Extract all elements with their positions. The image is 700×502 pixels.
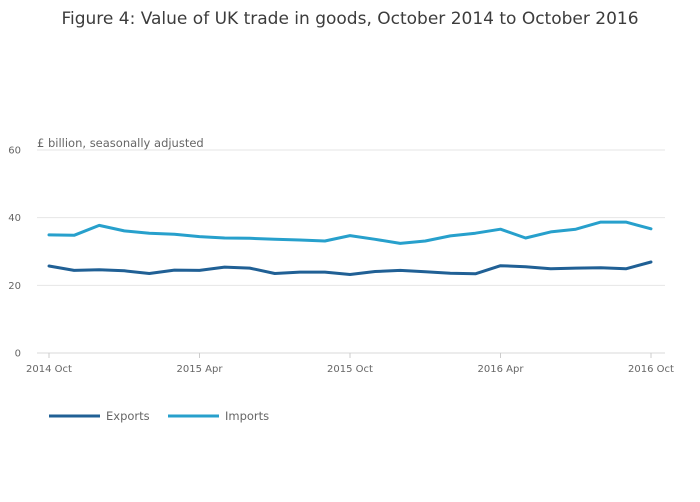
legend-label-imports: Imports (225, 409, 269, 423)
y-tick-label: 40 (8, 213, 21, 224)
series-line-imports (47, 220, 653, 245)
x-tick-label: 2015 Oct (327, 364, 373, 375)
gridlines (37, 149, 665, 354)
series-lines (47, 220, 653, 276)
y-axis-label: £ billion, seasonally adjusted (37, 136, 204, 150)
legend: Exports Imports (49, 409, 269, 423)
series-line-exports (47, 260, 653, 276)
y-tick-label: 20 (8, 281, 21, 292)
x-tick-label: 2016 Oct (628, 364, 674, 375)
x-tick-label: 2015 Apr (177, 364, 224, 375)
y-tick-label: 60 (8, 146, 21, 157)
y-axis-ticks: 0 20 40 60 (8, 146, 21, 360)
legend-label-exports: Exports (106, 409, 150, 423)
x-tick-label: 2014 Oct (26, 364, 72, 375)
chart-title: Figure 4: Value of UK trade in goods, Oc… (61, 9, 638, 29)
y-tick-label: 0 (15, 349, 21, 360)
x-axis-ticks: 2014 Oct 2015 Apr 2015 Oct 2016 Apr 2016 Oct (26, 353, 674, 375)
x-tick-label: 2016 Apr (478, 364, 525, 375)
